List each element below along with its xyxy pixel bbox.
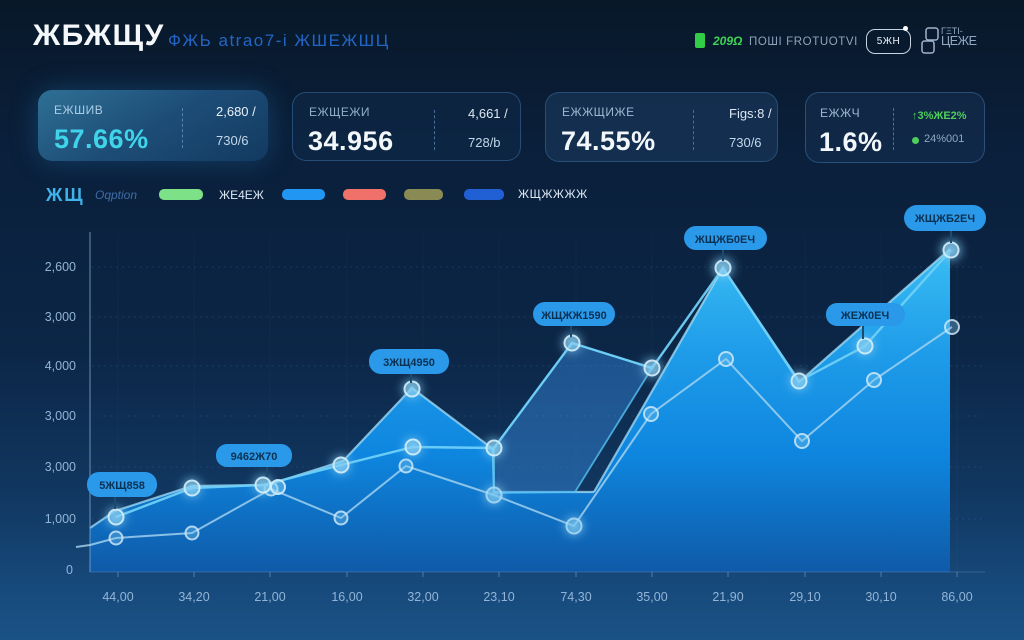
svg-text:21,00: 21,00: [254, 590, 285, 604]
svg-text:35,00: 35,00: [636, 590, 667, 604]
svg-text:3,000: 3,000: [45, 460, 76, 474]
svg-text:2,600: 2,600: [45, 260, 76, 274]
svg-text:34,20: 34,20: [178, 590, 209, 604]
svg-text:0: 0: [66, 563, 73, 577]
svg-text:29,10: 29,10: [789, 590, 820, 604]
svg-text:5ЖЩ858: 5ЖЩ858: [99, 480, 145, 492]
svg-text:30,10: 30,10: [865, 590, 896, 604]
svg-text:86,00: 86,00: [941, 590, 972, 604]
svg-text:16,00: 16,00: [331, 590, 362, 604]
svg-text:21,90: 21,90: [712, 590, 743, 604]
svg-text:3,000: 3,000: [45, 409, 76, 423]
svg-text:32,00: 32,00: [407, 590, 438, 604]
svg-text:3,000: 3,000: [45, 310, 76, 324]
svg-text:4,000: 4,000: [45, 359, 76, 373]
svg-text:3ЖЩ4950: 3ЖЩ4950: [383, 357, 435, 369]
svg-text:ЖЩЖБ2ЕЧ: ЖЩЖБ2ЕЧ: [914, 213, 975, 225]
svg-text:ЖЕЖ0ЕЧ: ЖЕЖ0ЕЧ: [840, 310, 889, 322]
svg-text:44,00: 44,00: [102, 590, 133, 604]
svg-text:9462Ж70: 9462Ж70: [231, 451, 278, 463]
svg-text:74,30: 74,30: [560, 590, 591, 604]
svg-text:ЖЩЖБ0ЕЧ: ЖЩЖБ0ЕЧ: [694, 234, 755, 246]
svg-text:23,10: 23,10: [483, 590, 514, 604]
svg-text:ЖЩЖЖ1590: ЖЩЖЖ1590: [540, 310, 607, 322]
svg-text:1,000: 1,000: [45, 512, 76, 526]
